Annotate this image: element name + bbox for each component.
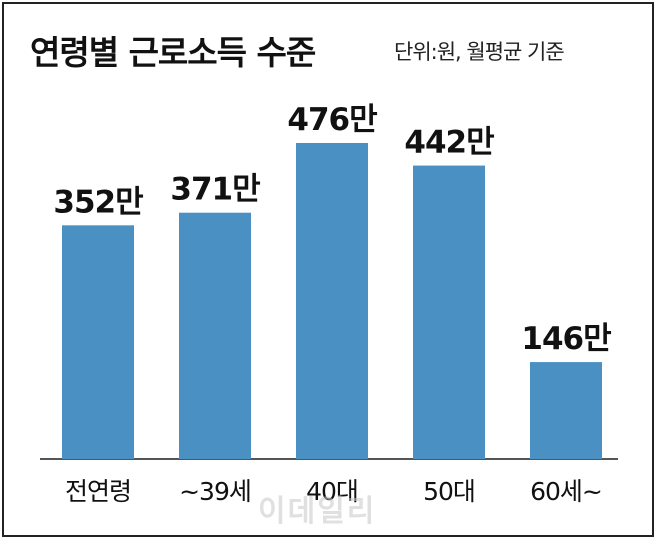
bar-4 bbox=[413, 165, 485, 460]
category-label-1: 전연령 bbox=[65, 477, 131, 506]
bar-3 bbox=[296, 143, 368, 459]
data-label-1: 352만 bbox=[53, 184, 143, 220]
data-label-4: 442만 bbox=[404, 125, 494, 161]
category-label-2: ~39세 bbox=[179, 477, 251, 506]
watermark: 이데일리 bbox=[258, 494, 377, 529]
bar-1 bbox=[62, 225, 134, 459]
bar-2 bbox=[179, 212, 251, 459]
category-label-5: 60세~ bbox=[530, 477, 602, 506]
data-label-2: 371만 bbox=[170, 172, 260, 208]
bar-5 bbox=[530, 362, 602, 459]
category-label-4: 50대 bbox=[423, 477, 475, 506]
unit-note: 단위:원, 월평균 기준 bbox=[394, 40, 565, 64]
category-label-3: 40대 bbox=[306, 477, 358, 506]
data-label-3: 476만 bbox=[287, 102, 377, 138]
data-label-5: 146만 bbox=[521, 321, 611, 357]
chart-title: 연령별 근로소득 수준 bbox=[30, 33, 316, 72]
